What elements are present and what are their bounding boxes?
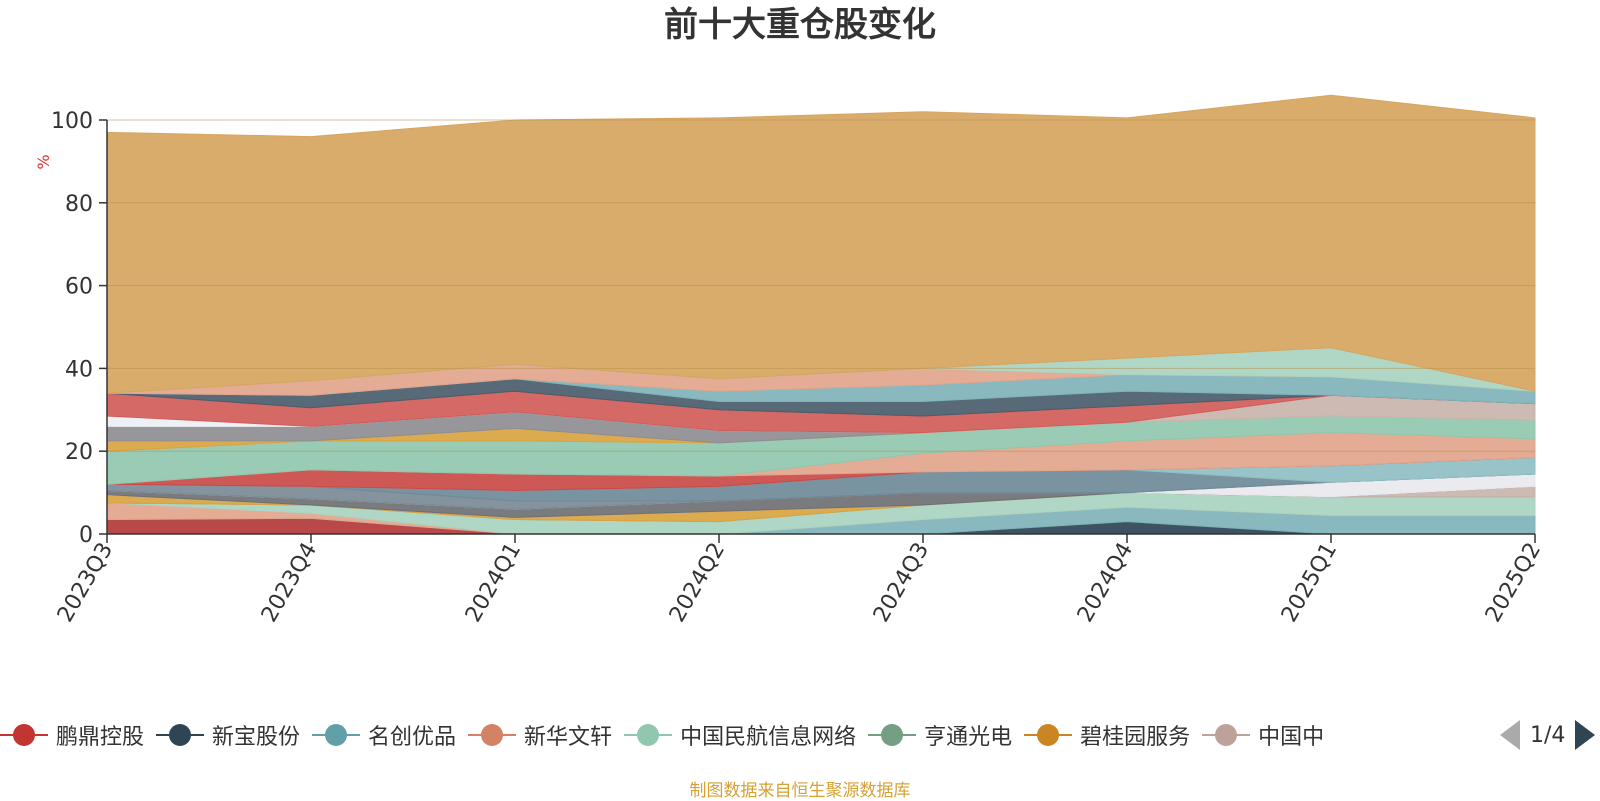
- x-tick-label-2024Q1: 2024Q1: [461, 539, 526, 627]
- x-tick-label-2024Q3: 2024Q3: [869, 539, 934, 627]
- legend-marker-icon: [468, 723, 517, 747]
- legend-item-6[interactable]: 亨通光电: [868, 715, 1012, 755]
- legend-next-page-icon[interactable]: [1575, 720, 1596, 750]
- legend-marker-icon: [156, 723, 205, 747]
- legend-item-8[interactable]: 中国中: [1202, 715, 1324, 755]
- x-tick-label-2025Q1: 2025Q1: [1277, 539, 1342, 627]
- x-tick-label-2024Q4: 2024Q4: [1073, 539, 1138, 627]
- legend-item-3[interactable]: 名创优品: [312, 715, 456, 755]
- area-series-layer: [106, 94, 1536, 535]
- legend-prev-page-icon[interactable]: [1500, 720, 1520, 750]
- legend-label: 中国民航信息网络: [680, 725, 857, 750]
- y-tick-label-20: 20: [65, 440, 93, 465]
- grid-lines: [107, 119, 1535, 452]
- legend-pager: 1/4: [1500, 715, 1600, 755]
- legend: 鹏鼎控股 新宝股份 名创优品 新华文轩 中国民航信息网络 亨通光电 碧桂园服务 中国中 1/4: [0, 715, 1600, 755]
- legend-item-2[interactable]: 新宝股份: [156, 715, 300, 755]
- legend-label: 鹏鼎控股: [56, 725, 145, 750]
- legend-item-4[interactable]: 新华文轩: [468, 715, 612, 755]
- legend-page-indicator: 1/4: [1530, 722, 1566, 748]
- chart-title: 前十大重仓股变化: [664, 5, 936, 45]
- area-series-26: [106, 94, 1536, 394]
- y-tick-label-80: 80: [65, 192, 93, 217]
- x-tick-label-2023Q4: 2023Q4: [257, 539, 322, 627]
- legend-marker-icon: [312, 723, 361, 747]
- legend-marker-icon: [868, 723, 917, 747]
- y-tick-label-40: 40: [65, 357, 93, 382]
- y-axis-unit-label: %: [34, 154, 53, 169]
- y-tick-label-60: 60: [65, 275, 93, 300]
- x-tick-label-2024Q2: 2024Q2: [665, 539, 730, 627]
- legend-label: 新宝股份: [212, 725, 301, 750]
- legend-item-1[interactable]: 鹏鼎控股: [0, 715, 144, 755]
- legend-marker-icon: [1024, 723, 1073, 747]
- legend-label: 碧桂园服务: [1080, 725, 1191, 750]
- legend-label: 中国中: [1258, 725, 1325, 750]
- legend-item-7[interactable]: 碧桂园服务: [1024, 715, 1190, 755]
- stacked-area-chart: 0 20 40 60 80 100% 2023Q3 2023Q4 2024Q1 2024Q2 202…: [34, 94, 1546, 627]
- x-tick-label-2025Q2: 2025Q2: [1481, 539, 1546, 627]
- legend-marker-icon: [1202, 723, 1251, 747]
- y-tick-label-0: 0: [79, 523, 93, 548]
- legend-item-5[interactable]: 中国民航信息网络: [624, 715, 856, 755]
- legend-label: 亨通光电: [924, 725, 1013, 750]
- legend-label: 名创优品: [368, 725, 457, 750]
- legend-marker-icon: [0, 723, 48, 747]
- legend-items: 鹏鼎控股 新宝股份 名创优品 新华文轩 中国民航信息网络 亨通光电 碧桂园服务 中国中: [0, 715, 1480, 755]
- legend-marker-icon: [624, 723, 673, 747]
- x-tick-label-2023Q3: 2023Q3: [53, 539, 118, 627]
- y-tick-label-100: 100: [51, 109, 93, 134]
- source-note: 制图数据来自恒生聚源数据库: [689, 781, 911, 801]
- legend-label: 新华文轩: [524, 725, 613, 750]
